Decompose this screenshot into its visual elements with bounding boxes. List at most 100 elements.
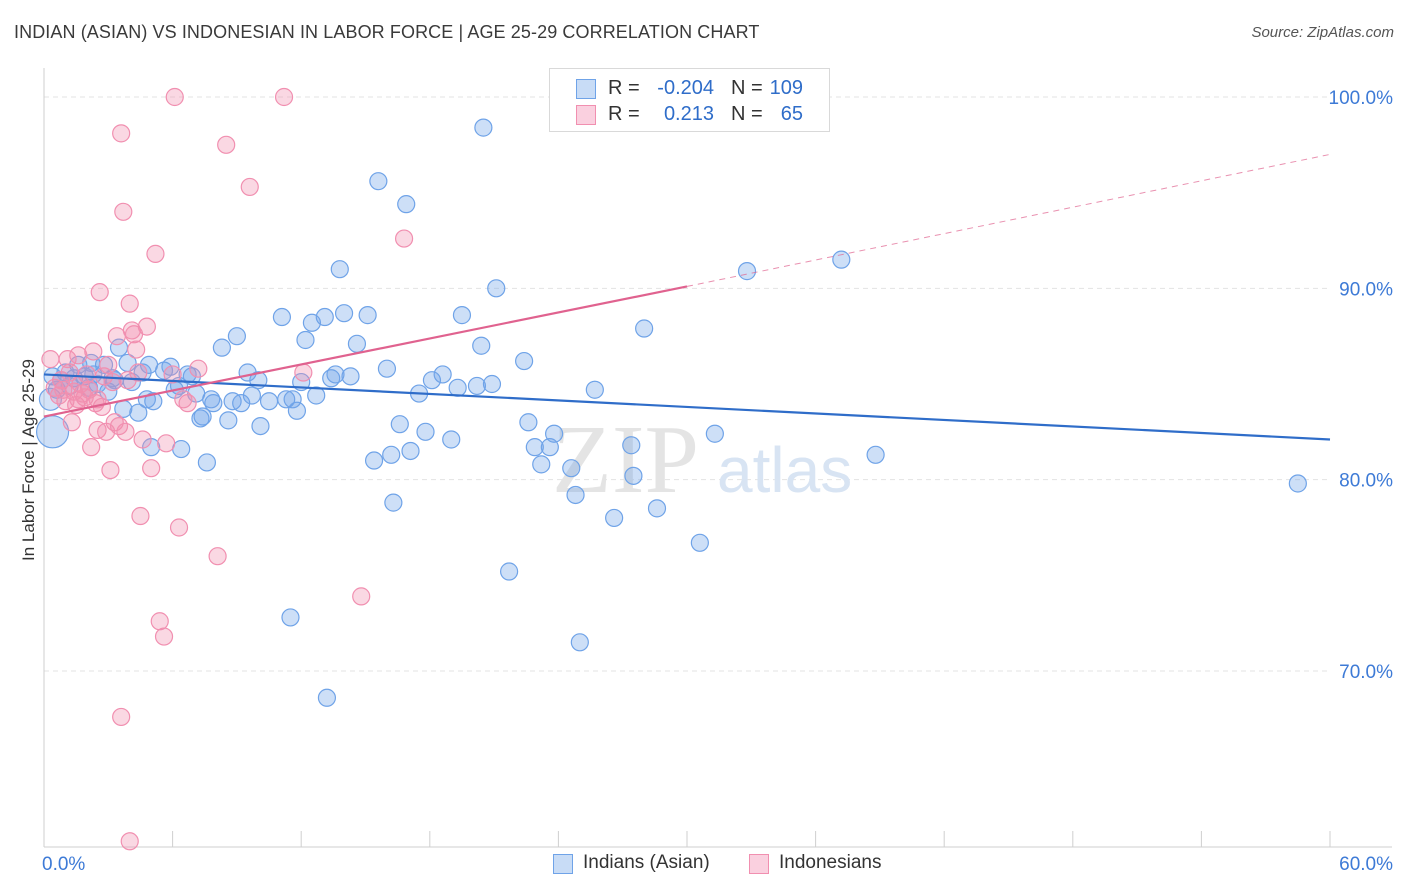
y-tick-label: 90.0%	[1339, 279, 1393, 300]
point-indians-asian	[242, 386, 262, 405]
point-indians-asian	[448, 378, 467, 397]
point-indonesians	[129, 363, 148, 382]
y-tick-label: 70.0%	[1339, 662, 1393, 683]
point-indonesians	[169, 518, 189, 537]
point-indonesians	[62, 413, 81, 432]
point-indians-asian	[525, 438, 544, 457]
point-indians-asian	[129, 403, 148, 422]
point-indonesians	[137, 317, 156, 336]
point-indians-asian	[341, 367, 360, 386]
point-indians-asian	[832, 250, 851, 269]
point-indonesians	[154, 627, 174, 646]
point-indians-asian	[227, 327, 246, 346]
point-indians-asian	[144, 392, 163, 411]
trend-line-indians-asian	[43, 373, 1331, 441]
point-indonesians	[112, 124, 131, 143]
point-indians-asian	[377, 359, 397, 378]
source-label: Source: ZipAtlas.com	[1251, 24, 1394, 41]
point-indonesians	[294, 363, 313, 382]
correlation-legend: R = -0.204 N = 109 R = 0.213 N = 65	[549, 68, 830, 132]
bottom-legend-swatch-pink	[749, 854, 769, 874]
point-indians-asian	[334, 304, 354, 323]
point-indians-asian	[545, 424, 564, 443]
point-indians-asian	[452, 306, 472, 325]
point-indians-asian	[442, 430, 461, 449]
bottom-legend-label: Indians (Asian)	[583, 852, 710, 873]
point-indians-asian	[369, 172, 388, 191]
legend-swatch-blue	[576, 79, 596, 99]
point-indians-asian	[500, 562, 519, 581]
point-indians-asian	[317, 688, 337, 707]
series-indonesians-points	[41, 87, 414, 851]
point-indonesians	[163, 365, 182, 384]
point-indians-asian	[277, 390, 296, 409]
legend-row-indonesians: R = 0.213 N = 65	[550, 101, 829, 127]
point-indians-asian	[562, 459, 581, 478]
legend-r-label: R =	[608, 77, 640, 99]
point-indians-asian	[866, 445, 885, 464]
point-indians-asian	[472, 336, 491, 355]
point-indians-asian	[193, 407, 212, 426]
point-indians-asian	[219, 411, 238, 430]
chart-title: INDIAN (ASIAN) VS INDONESIAN IN LABOR FO…	[14, 22, 760, 42]
point-indians-asian	[326, 365, 345, 384]
point-indians-asian	[212, 338, 231, 357]
legend-row-indians: R = -0.204 N = 109	[550, 75, 829, 101]
watermark-zip: ZIP	[552, 406, 699, 514]
y-axis-label: In Labor Force | Age 25-29	[19, 359, 38, 561]
point-indians-asian	[422, 371, 442, 390]
point-indians-asian	[251, 416, 270, 436]
point-indonesians	[103, 372, 122, 392]
point-indonesians	[82, 438, 101, 457]
point-indians-asian	[1288, 474, 1307, 493]
point-indians-asian	[283, 390, 302, 409]
point-indonesians	[217, 135, 236, 154]
y-tick-label: 80.0%	[1339, 471, 1393, 492]
point-indians-asian	[347, 334, 367, 353]
point-indonesians	[394, 229, 414, 248]
point-indians-asian	[307, 386, 326, 405]
watermark: ZIP atlas	[552, 406, 852, 514]
point-indians-asian	[737, 262, 757, 281]
x-tick-label: 60.0%	[1339, 854, 1393, 875]
series-indians-asian-points	[35, 118, 1307, 707]
point-indonesians	[352, 587, 371, 606]
legend-r-label: R =	[608, 103, 640, 125]
point-indians-asian	[487, 279, 506, 298]
point-indonesians	[69, 346, 88, 365]
legend-swatch-pink	[576, 105, 596, 125]
point-indonesians	[88, 390, 107, 409]
legend-r-value: 0.213	[663, 103, 714, 125]
point-indonesians	[131, 506, 150, 526]
legend-n-label: N =	[731, 103, 763, 125]
point-indonesians	[120, 294, 139, 313]
point-indonesians	[90, 283, 109, 302]
point-indians-asian	[390, 415, 409, 434]
point-indians-asian	[315, 307, 334, 327]
watermark-atlas: atlas	[717, 434, 852, 506]
point-indians-asian	[287, 401, 307, 420]
point-indonesians	[58, 350, 77, 369]
point-indians-asian	[416, 422, 435, 441]
point-indonesians	[274, 87, 294, 107]
point-indians-asian	[647, 499, 667, 518]
point-indians-asian	[364, 451, 384, 470]
point-indians-asian	[204, 394, 223, 413]
point-indians-asian	[474, 118, 493, 137]
trend-lines	[43, 153, 1331, 441]
point-indians-asian	[622, 436, 641, 455]
point-indonesians	[99, 355, 118, 374]
point-indians-asian	[467, 376, 487, 396]
point-indonesians	[54, 380, 73, 399]
point-indonesians	[127, 340, 146, 359]
point-indians-asian	[401, 441, 420, 461]
point-indonesians	[120, 832, 139, 851]
point-indonesians	[133, 430, 152, 449]
bottom-legend-swatch-blue	[553, 854, 573, 874]
point-indians-asian	[705, 424, 724, 443]
point-indians-asian	[540, 438, 559, 457]
point-indonesians	[142, 459, 161, 478]
point-indians-asian	[585, 380, 604, 399]
point-indians-asian	[482, 374, 502, 394]
legend-n-value: 65	[780, 103, 803, 125]
